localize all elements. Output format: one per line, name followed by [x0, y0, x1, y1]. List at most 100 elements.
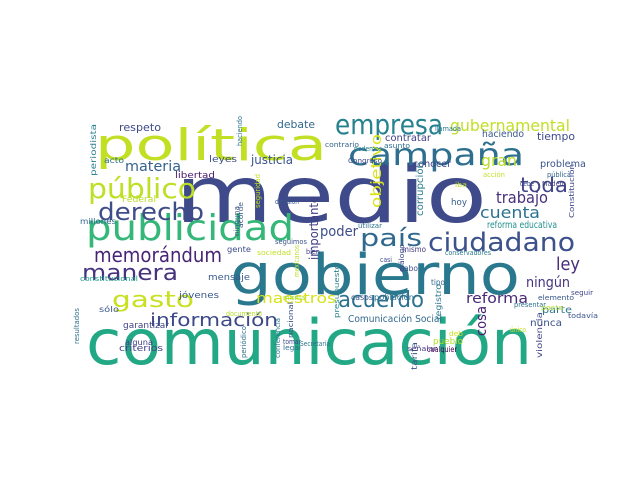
word-cloud-word: justicia [250, 153, 293, 167]
word-cloud-word: seguimos [275, 238, 307, 246]
word-cloud-word: problema [540, 159, 586, 170]
word-cloud-word: contrario [325, 141, 359, 149]
word-cloud-word: periodista [89, 124, 98, 176]
word-cloud-word: Federal [122, 195, 156, 205]
word-cloud-word: gran [481, 151, 517, 170]
word-cloud-word: millones [80, 217, 116, 226]
word-cloud-word: ley [556, 254, 580, 275]
word-cloud-word: único [510, 326, 526, 334]
word-cloud-word: acorde [237, 202, 245, 228]
word-cloud-word: cuenta [480, 203, 540, 222]
word-cloud-word: derecho [98, 198, 204, 226]
word-cloud-word: maestros [256, 291, 336, 307]
word-cloud-word: debate [277, 118, 315, 131]
word-cloud-word: Constitución [568, 164, 576, 218]
word-cloud-word: sociedad [257, 249, 291, 257]
word-cloud-word: elemento [538, 294, 574, 302]
word-cloud-word: criterios [119, 344, 163, 354]
word-cloud-word: seguridad [254, 174, 262, 208]
word-cloud-word: información [150, 310, 278, 331]
word-cloud-word: sólo [99, 304, 119, 314]
word-cloud-word: seguir [571, 289, 593, 297]
word-cloud-word: registro [434, 284, 443, 320]
word-cloud-word: gobierno [230, 243, 520, 308]
word-cloud-word: nacional [287, 302, 295, 338]
word-cloud-word: cualquier [427, 345, 458, 354]
word-cloud-word: ningún [526, 275, 570, 291]
word-cloud-word: mensaje [208, 273, 251, 283]
word-cloud-word: poeta [541, 304, 563, 312]
word-cloud-word: cabo [400, 264, 418, 273]
word-cloud-word: país [360, 224, 422, 252]
word-cloud-word: Madero [542, 180, 566, 188]
word-cloud-word: utilizar [358, 222, 382, 230]
word-cloud-word: trabajo [496, 188, 548, 207]
word-cloud-word: empresa [335, 108, 443, 141]
word-cloud-word: contratar [385, 133, 432, 144]
word-cloud-word: ciudadano [428, 228, 575, 258]
word-cloud-word: mismo [402, 245, 426, 254]
word-cloud-word: conservadores [445, 249, 491, 257]
word-cloud-word: poder [320, 224, 358, 240]
word-cloud-word: toda [520, 173, 568, 197]
word-cloud-word: garantizar [123, 321, 169, 331]
word-cloud-word: libertad [175, 171, 215, 181]
word-cloud-word: publicidad [86, 208, 294, 249]
word-cloud-word: importante [307, 196, 321, 260]
word-cloud-word: podemos [354, 145, 382, 153]
word-cloud-word: corrupción [414, 162, 426, 216]
word-cloud-word: Comunicación Social [348, 313, 442, 325]
word-cloud-word: nunca [530, 318, 562, 329]
word-cloud-word: pueblo [433, 337, 463, 347]
word-cloud-word: memorándum [94, 243, 222, 267]
word-cloud-word: respeto [119, 121, 161, 134]
word-cloud-word: casos [351, 293, 373, 302]
word-cloud-word: periódico [240, 326, 248, 358]
word-cloud-word: haciendo [236, 116, 244, 146]
word-cloud-word: gente [227, 245, 251, 254]
word-cloud-word: legal [283, 344, 301, 352]
word-cloud-word: constitucional [80, 275, 138, 283]
word-cloud-word: diálogo [398, 244, 406, 272]
word-cloud-word: manera [82, 261, 178, 286]
word-cloud-word: acto [104, 156, 124, 165]
word-cloud-word: tipo [431, 278, 445, 287]
word-cloud-word: resultados [73, 308, 81, 344]
word-cloud-word: asunto [384, 142, 410, 150]
word-cloud-word: conferencia [274, 318, 282, 358]
word-cloud-word: presentar [514, 301, 546, 309]
word-cloud-word: documento [226, 310, 262, 318]
word-cloud-word: pública [547, 171, 571, 179]
word-cloud-word: público [88, 172, 196, 205]
word-cloud-word: conocer [413, 159, 452, 170]
word-cloud-word: jóvenes [178, 290, 219, 301]
word-cloud-word: medio [175, 151, 487, 241]
word-cloud-word: deb [449, 330, 464, 338]
word-cloud-word: leyes [209, 155, 237, 165]
word-cloud-word: población [374, 292, 414, 302]
word-cloud-word: bien [306, 248, 320, 256]
word-cloud-word: llamada [435, 125, 461, 133]
word-cloud-word: gasto [112, 288, 194, 313]
word-cloud-word: tarifa [410, 342, 419, 370]
word-cloud-word: mexicanos [293, 245, 301, 277]
word-cloud-word: campaña [348, 138, 524, 173]
word-cloud-word: violencia [535, 312, 544, 358]
word-cloud-word: cosa [474, 306, 490, 336]
word-cloud-word: objetivo [369, 134, 385, 208]
word-cloud-word: hoy [451, 198, 468, 208]
word-cloud-word: Congreso [348, 157, 382, 165]
word-cloud-word: iba [455, 181, 467, 189]
word-cloud-word: alguna [125, 338, 153, 347]
word-cloud-word: tomar [283, 338, 301, 346]
word-cloud-word: tiempo [537, 130, 575, 143]
word-cloud-word: gubernamental [450, 116, 570, 135]
word-cloud-word: haciendo [482, 129, 524, 140]
word-cloud-word: política [95, 120, 327, 171]
word-cloud-word: materia [125, 159, 181, 175]
word-cloud-word: presupuesto [333, 264, 341, 318]
word-cloud-word: acción [483, 171, 505, 179]
word-cloud-word: acuerdo [338, 288, 424, 313]
